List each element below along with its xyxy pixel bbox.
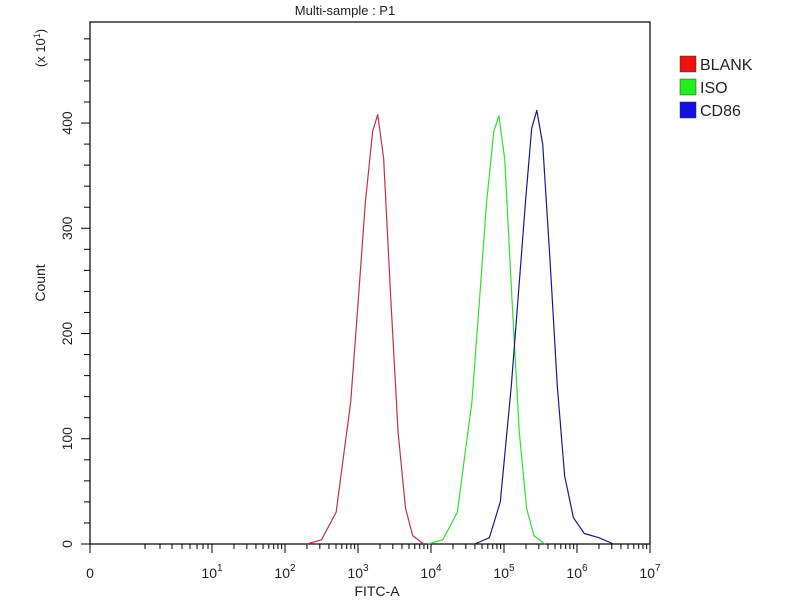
legend-label: ISO <box>700 80 728 97</box>
x-tick-label: 104 <box>420 563 442 581</box>
y-axis-label: Count <box>32 264 48 301</box>
y-tick-label: 400 <box>59 111 75 135</box>
x-tick-label: 102 <box>274 563 296 581</box>
legend: BLANK ISO CD86 <box>679 55 753 120</box>
x-axis-label: FITC-A <box>354 583 400 599</box>
legend-swatch <box>679 101 697 119</box>
x-tick-label: 101 <box>201 563 223 581</box>
legend-swatch <box>679 55 697 73</box>
plot-frame <box>89 21 651 545</box>
y-multiplier: (x 101) <box>32 29 48 67</box>
y-tick-label: 200 <box>59 322 75 346</box>
legend-label: CD86 <box>700 103 741 120</box>
legend-swatch <box>679 78 697 96</box>
svg-text:(x 101): (x 101) <box>32 29 48 67</box>
series-blank-line <box>306 113 425 545</box>
y-tick-label: 100 <box>59 427 75 451</box>
x-tick-label: 103 <box>347 563 369 581</box>
y-tick-label: 300 <box>59 216 75 240</box>
x-tick-label: 107 <box>639 563 661 581</box>
y-tick-label: 0 <box>59 540 75 548</box>
x-tick-label: 0 <box>86 565 94 581</box>
chart-title: Multi-sample : P1 <box>295 3 395 18</box>
x-tick-label: 106 <box>566 563 588 581</box>
series-iso-line <box>427 115 546 545</box>
series-cd86-line <box>474 109 614 545</box>
x-tick-label: 105 <box>493 563 515 581</box>
legend-label: BLANK <box>700 57 753 74</box>
